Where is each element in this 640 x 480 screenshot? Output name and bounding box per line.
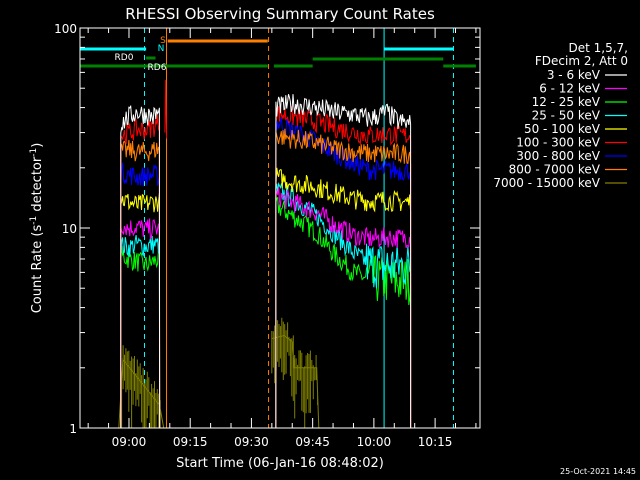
- x-tick-label-5: 10:15: [418, 435, 453, 449]
- x-tick-label-1: 09:15: [173, 435, 208, 449]
- series-50-100-kev-seg2: [275, 167, 412, 428]
- axis-ticks: [80, 27, 480, 429]
- series-100-300-kev-seg1: [120, 114, 161, 429]
- legend-header-line-1: Det 1,5,7,: [569, 41, 629, 55]
- legend-label-7: 800 - 7000 keV: [509, 163, 601, 177]
- series-100-300-kev-seg2: [275, 105, 412, 428]
- series-100-300-kev-spike: [164, 79, 168, 139]
- chart-title: RHESSI Observing Summary Count Rates: [125, 5, 435, 23]
- series-300-800-kev-seg2: [275, 117, 412, 428]
- series-3-6-kev-seg1: [120, 105, 161, 429]
- orbit-markers: [143, 28, 454, 428]
- axis-tick-labels: 09:00 09:15 09:30 09:45 10:00 10:15 1 10 100: [54, 22, 452, 449]
- x-tick-label-0: 09:00: [112, 435, 147, 449]
- series-6-12-kev-seg2: [275, 187, 412, 428]
- y-axis-label: Count Rate (s-1 detector-1): [29, 143, 45, 314]
- legend-label-1: 6 - 12 keV: [539, 82, 601, 96]
- y-tick-label-1: 10: [62, 222, 77, 236]
- x-tick-label-3: 09:45: [295, 435, 330, 449]
- state-label-rd0: RD0: [115, 53, 134, 63]
- series-7000-15000-kev-seg2: [271, 317, 320, 429]
- state-label-s: S: [160, 36, 166, 46]
- legend-label-3: 25 - 50 keV: [532, 109, 601, 123]
- legend-label-4: 50 - 100 keV: [524, 122, 601, 136]
- legend-header-line-2: FDecim 2, Att 0: [535, 54, 628, 68]
- x-tick-label-2: 09:30: [234, 435, 269, 449]
- series-layer: [118, 79, 412, 429]
- state-label-rd6: RD6: [148, 63, 167, 73]
- state-label-n: N: [158, 44, 165, 54]
- series-7000-15000-kev-seg1: [118, 345, 165, 429]
- series-300-800-kev-seg1: [120, 162, 161, 429]
- series-25-50-kev-seg1: [120, 235, 161, 429]
- y-label-sup: -1: [29, 216, 39, 225]
- y-label-close: ): [30, 143, 45, 148]
- series-800-7000-kev-seg2: [275, 128, 412, 428]
- state-bars: SN RD0 RD6: [80, 36, 476, 73]
- y-tick-label-0: 1: [69, 422, 77, 436]
- series-800-7000-kev-seg1: [120, 139, 161, 429]
- y-label-main: Count Rate (s: [30, 225, 45, 314]
- legend-label-6: 300 - 800 keV: [516, 149, 600, 163]
- x-tick-label-4: 10:00: [357, 435, 392, 449]
- series-6-12-kev-seg1: [120, 218, 161, 429]
- y-label-end: detector: [30, 156, 45, 216]
- y-label-sup-2: -1: [29, 148, 39, 157]
- y-tick-label-2: 100: [54, 22, 77, 36]
- series-50-100-kev-seg1: [120, 192, 161, 429]
- series-12-25-kev-seg1: [120, 245, 161, 429]
- x-axis-label: Start Time (06-Jan-16 08:48:02): [176, 456, 384, 471]
- legend-label-0: 3 - 6 keV: [547, 68, 601, 82]
- legend-label-2: 12 - 25 keV: [532, 95, 601, 109]
- legend-label-8: 7000 - 15000 keV: [493, 176, 600, 190]
- timestamp: 25-Oct-2021 14:45: [560, 467, 636, 476]
- series-3-6-kev-seg2: [275, 94, 412, 428]
- legend-label-5: 100 - 300 keV: [516, 136, 600, 150]
